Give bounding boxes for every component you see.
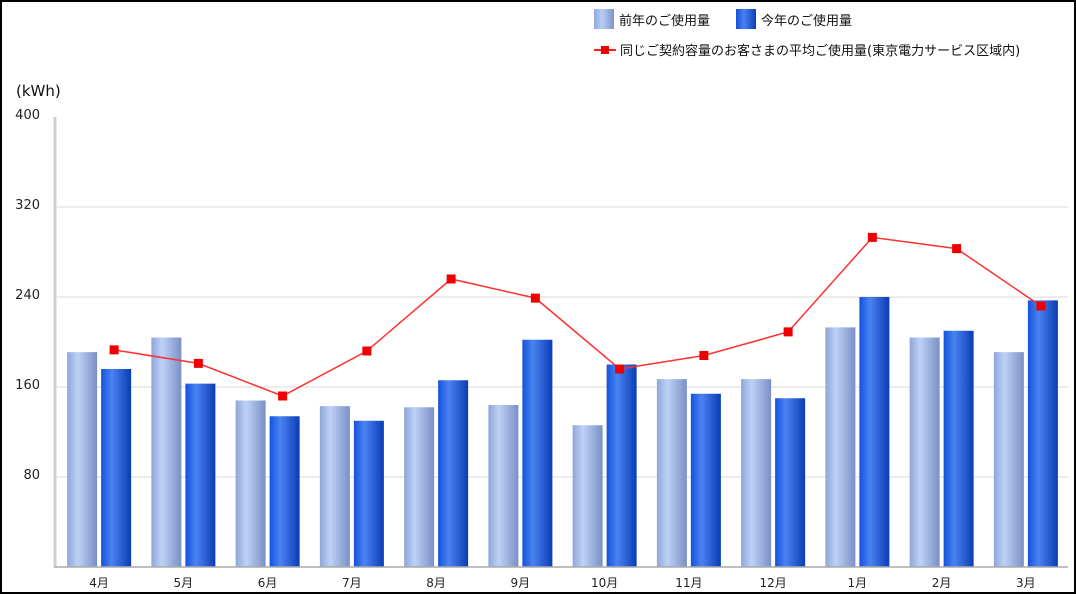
x-tick-label: 6月 bbox=[257, 576, 278, 590]
x-tick-label: 5月 bbox=[173, 576, 194, 590]
bar-current-year bbox=[101, 369, 132, 567]
bar-current-year bbox=[438, 380, 469, 567]
bar-prev-year bbox=[825, 327, 856, 567]
bar-prev-year bbox=[319, 406, 350, 567]
legend-item-curr: 今年のご使用量 bbox=[736, 9, 852, 29]
legend-avg-label: 同じご契約容量のお客さまの平均ご使用量(東京電力サービス区域内) bbox=[620, 44, 1021, 59]
bar-current-year bbox=[775, 398, 806, 567]
y-tick-label: 320 bbox=[15, 198, 40, 213]
average-point-marker bbox=[193, 358, 203, 368]
bar-prev-year bbox=[572, 425, 603, 567]
average-point-marker bbox=[699, 351, 709, 360]
average-point-marker bbox=[952, 244, 962, 254]
x-tick-label: 1月 bbox=[847, 576, 868, 590]
average-point-marker bbox=[1036, 301, 1046, 311]
average-point-marker bbox=[530, 293, 540, 303]
average-usage-line bbox=[114, 236, 1042, 397]
bar-current-year bbox=[859, 297, 890, 567]
x-tick-label: 8月 bbox=[426, 576, 446, 590]
y-tick-label: 400 bbox=[15, 108, 40, 123]
bar-prev-year bbox=[909, 337, 940, 567]
bar-current-year bbox=[353, 420, 384, 567]
bar-current-year bbox=[690, 393, 721, 567]
bar-prev-year bbox=[235, 400, 266, 567]
average-line-marker-icon bbox=[594, 44, 616, 56]
x-tick-label: 3月 bbox=[1016, 576, 1036, 590]
bar-prev-year bbox=[488, 405, 519, 567]
x-tick-label: 11月 bbox=[675, 576, 703, 590]
average-point-marker bbox=[278, 391, 288, 401]
average-point-marker bbox=[446, 274, 456, 284]
bar-prev-year bbox=[993, 352, 1024, 567]
x-tick-label: 4月 bbox=[89, 576, 109, 590]
x-tick-label: 12月 bbox=[759, 576, 787, 590]
bar-current-year bbox=[269, 416, 300, 567]
x-tick-label: 10月 bbox=[590, 576, 619, 590]
average-point-marker bbox=[867, 232, 877, 242]
x-tick-label: 2月 bbox=[931, 576, 952, 590]
bar-prev-year bbox=[67, 352, 98, 567]
legend-prev-label: 前年のご使用量 bbox=[619, 13, 711, 29]
bar-current-year bbox=[185, 383, 216, 567]
x-tick-label: 9月 bbox=[510, 576, 531, 590]
legend-curr-label: 今年のご使用量 bbox=[761, 13, 853, 29]
bar-prev-year bbox=[656, 379, 687, 567]
bar-current-year bbox=[1027, 300, 1058, 567]
y-axis-unit: (kWh) bbox=[16, 82, 61, 100]
bar-prev-year bbox=[404, 407, 435, 567]
average-point-marker bbox=[783, 327, 793, 337]
bar-prev-year bbox=[151, 337, 182, 567]
current-year-swatch-icon bbox=[736, 9, 756, 29]
bar-current-year bbox=[522, 339, 553, 567]
average-point-marker bbox=[615, 364, 625, 374]
y-tick-label: 240 bbox=[15, 288, 40, 303]
y-tick-label: 160 bbox=[15, 378, 40, 393]
average-point-marker bbox=[109, 345, 119, 355]
x-tick-label: 7月 bbox=[342, 576, 362, 590]
prev-year-swatch-icon bbox=[594, 9, 614, 29]
y-tick-label: 80 bbox=[23, 468, 40, 483]
bar-current-year bbox=[606, 364, 637, 567]
bar-current-year bbox=[943, 330, 974, 567]
legend-item-prev: 前年のご使用量 bbox=[594, 9, 710, 29]
legend-item-avg: 同じご契約容量のお客さまの平均ご使用量(東京電力サービス区域内) bbox=[594, 40, 1020, 59]
average-point-marker bbox=[362, 346, 372, 356]
bar-prev-year bbox=[741, 379, 772, 567]
